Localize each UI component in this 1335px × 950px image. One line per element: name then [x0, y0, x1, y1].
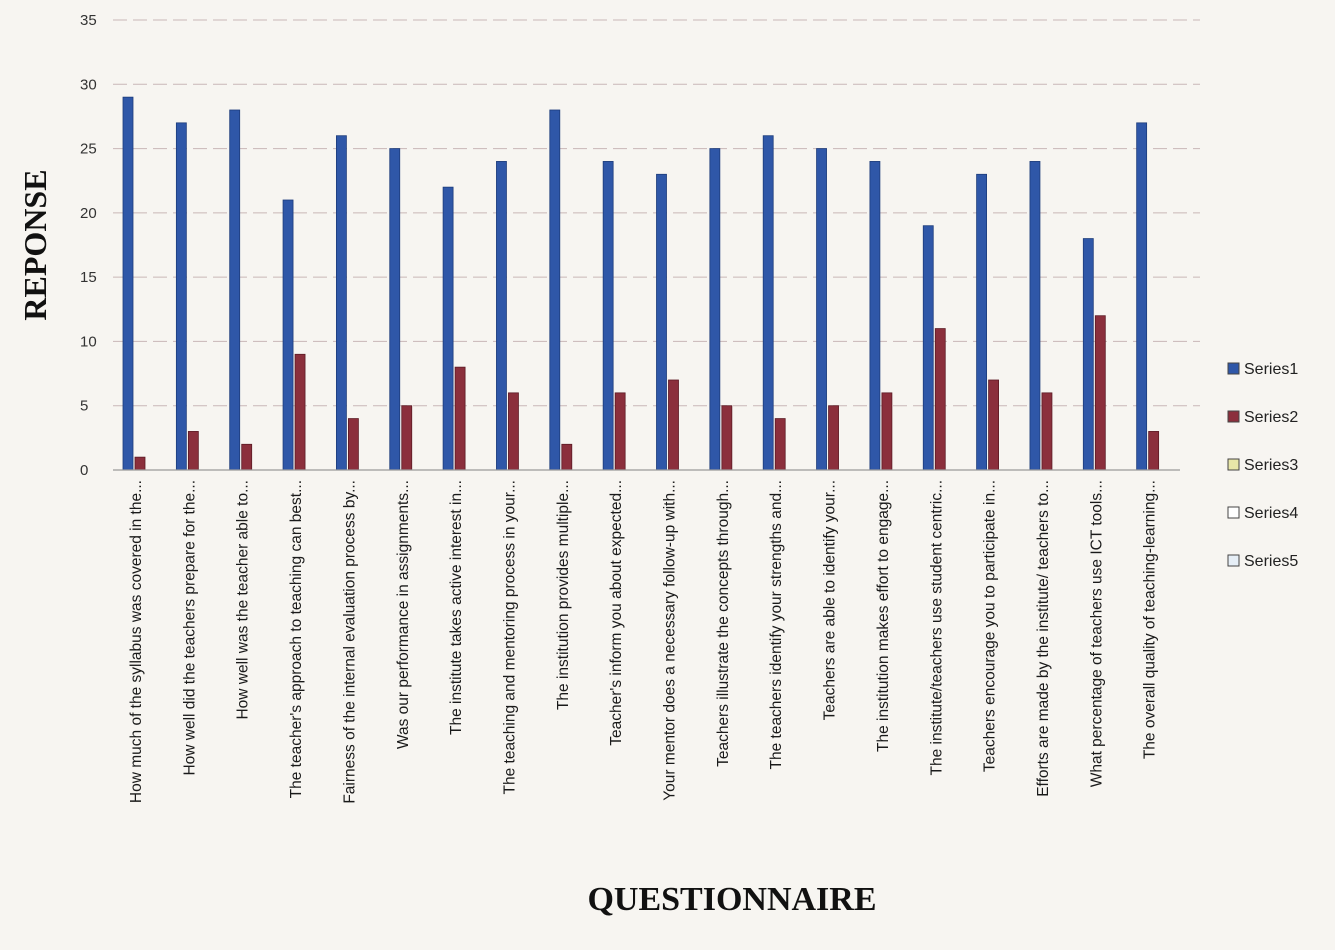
- series2-bar: [187, 431, 199, 471]
- series2-bar: [934, 328, 946, 471]
- legend-label: Series5: [1244, 553, 1298, 570]
- category-label: How well did the teachers prepare for th…: [181, 480, 198, 776]
- y-tick-label: 15: [80, 269, 97, 286]
- category-label: What percentage of teachers use ICT tool…: [1088, 480, 1105, 787]
- y-tick-label: 35: [80, 12, 97, 29]
- category-label: How much of the syllabus was covered in …: [128, 480, 145, 803]
- series1-bar: [549, 109, 561, 471]
- series2-bar: [774, 418, 786, 471]
- series2-bar: [508, 392, 519, 471]
- series2-bar: [988, 379, 999, 471]
- y-tick-label: 25: [80, 141, 97, 158]
- legend: Series1 Series2 Series3 Series4 Series5: [1227, 361, 1298, 570]
- series2-bar: [561, 443, 573, 471]
- series1-bar: [709, 148, 721, 471]
- y-tick-label: 5: [80, 398, 88, 415]
- series1-bar: [175, 122, 187, 471]
- series1-bar: [922, 225, 934, 471]
- series2-bar: [294, 353, 306, 471]
- series1-bar: [1029, 161, 1041, 471]
- y-tick-label: 10: [80, 333, 97, 350]
- category-label: Fairness of the internal evaluation proc…: [341, 480, 358, 804]
- category-label: Efforts are made by the institute/ teach…: [1035, 480, 1052, 797]
- category-label: The institute takes active interest in..…: [448, 480, 465, 735]
- category-label: The institution makes effort to engage..…: [875, 480, 892, 752]
- legend-swatch: [1227, 458, 1240, 471]
- category-label: The institution provides multiple...: [555, 480, 572, 710]
- category-label: The teachers identify your strengths and…: [768, 480, 785, 770]
- series1-bar: [816, 148, 827, 471]
- category-label: The institute/teachers use student centr…: [928, 480, 945, 776]
- y-tick-label: 20: [80, 205, 97, 222]
- series1-bar: [1136, 122, 1148, 471]
- legend-swatch: [1227, 506, 1240, 519]
- legend-label: Series4: [1244, 505, 1298, 522]
- series2-bar: [614, 392, 626, 471]
- legend-label: Series1: [1244, 361, 1298, 378]
- bars: [122, 96, 1160, 471]
- category-label: The overall quality of teaching-learning…: [1142, 480, 1159, 759]
- series1-bar: [496, 161, 507, 471]
- series1-bar: [229, 109, 241, 471]
- series1-bar: [656, 173, 667, 471]
- y-axis-title: REPONSE: [17, 169, 53, 320]
- series1-bar: [335, 135, 347, 471]
- series1-bar: [762, 135, 774, 471]
- legend-label: Series3: [1244, 457, 1298, 474]
- category-label: The teaching and mentoring process in yo…: [501, 480, 518, 795]
- series2-bar: [347, 418, 359, 471]
- series1-bar: [122, 96, 134, 471]
- series2-bar: [828, 405, 839, 471]
- series1-bar: [389, 148, 401, 471]
- series1-bar: [442, 186, 454, 471]
- y-tick-label: 0: [80, 462, 88, 479]
- series1-bar: [282, 199, 294, 471]
- category-label: Teacher's inform you about expected...: [608, 480, 625, 746]
- series2-bar: [1041, 392, 1053, 471]
- category-label: How well was the teacher able to...: [235, 480, 252, 720]
- series2-bar: [241, 443, 253, 471]
- legend-swatch: [1227, 554, 1240, 567]
- series2-bar: [668, 379, 679, 471]
- y-axis-ticks: 0 5 10 15 20 25 30 35: [80, 12, 97, 479]
- series1-bar: [602, 161, 614, 471]
- category-label: Your mentor does a necessary follow-up w…: [662, 480, 679, 801]
- x-axis-title: QUESTIONNAIRE: [587, 881, 876, 918]
- legend-label: Series2: [1244, 409, 1298, 426]
- series1-bar: [1082, 238, 1094, 471]
- category-label: The teacher's approach to teaching can b…: [288, 480, 305, 798]
- series1-bar: [976, 173, 987, 471]
- category-labels: How much of the syllabus was covered in …: [128, 480, 1159, 804]
- series2-bar: [881, 392, 893, 471]
- legend-swatch: [1227, 362, 1240, 375]
- series1-bar: [869, 161, 881, 471]
- series2-bar: [401, 405, 413, 471]
- category-label: Teachers illustrate the concepts through…: [715, 480, 732, 767]
- category-label: Was our performance in assignments...: [395, 480, 412, 749]
- y-tick-label: 30: [80, 76, 97, 93]
- series2-bar: [134, 456, 146, 471]
- series2-bar: [721, 405, 733, 471]
- category-label: Teachers are able to identify your...: [822, 480, 839, 720]
- series2-bar: [454, 366, 466, 471]
- legend-swatch: [1227, 410, 1240, 423]
- series2-bar: [1094, 315, 1106, 471]
- category-label: Teachers encourage you to participate in…: [982, 480, 999, 772]
- series2-bar: [1148, 431, 1160, 471]
